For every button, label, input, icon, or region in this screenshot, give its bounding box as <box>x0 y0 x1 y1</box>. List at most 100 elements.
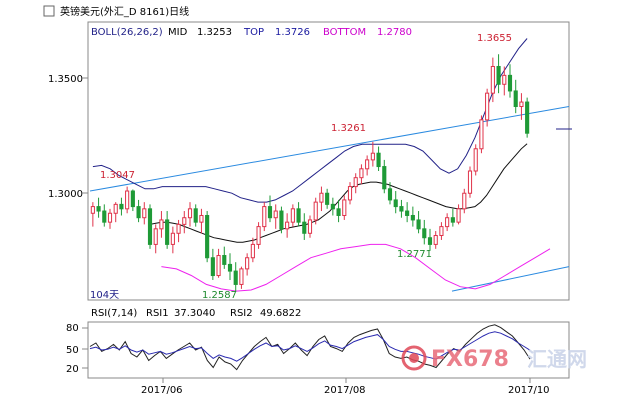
candle-body <box>302 221 307 234</box>
annotation-high-2: 1.3261 <box>331 123 366 134</box>
trend-line-upper <box>89 106 570 192</box>
boll-bottom-label: BOTTOM <box>323 27 366 38</box>
candlesticks <box>90 54 530 292</box>
trend-lines <box>89 106 570 292</box>
candle-body <box>245 257 250 270</box>
rsi1-label: RSI1 <box>146 308 169 319</box>
candle-body <box>353 177 358 188</box>
rsi-panel-frame <box>87 321 570 379</box>
candle-body <box>290 208 295 223</box>
candle-body <box>376 152 381 168</box>
candle-body <box>450 217 455 223</box>
candle-body <box>456 208 461 223</box>
rsi-y-tick-label: 50 <box>66 345 79 356</box>
candle-body <box>199 214 204 223</box>
trend-line-lower <box>451 266 570 292</box>
annotation-high-3: 1.3655 <box>477 33 512 44</box>
candle-body <box>107 212 113 223</box>
candle-body <box>153 228 158 245</box>
candle-body <box>319 192 324 203</box>
rsi-y-tick-label: 80 <box>66 323 79 334</box>
annotation-high-1: 1.3047 <box>100 170 135 181</box>
watermark: FX678 汇通网 <box>401 345 587 372</box>
x-tick-label: 2017/10 <box>508 385 550 396</box>
candle-body <box>490 65 495 94</box>
candle-body <box>365 159 370 170</box>
candle-body <box>136 206 141 219</box>
watermark-logo-dot-icon <box>409 353 419 363</box>
candle-body <box>433 235 438 245</box>
candle-body <box>347 186 353 201</box>
rsi-label: RSI(7,14) <box>91 308 137 319</box>
candle-body <box>125 190 130 210</box>
candle-body <box>205 214 210 259</box>
candle-body <box>159 219 164 230</box>
candle-body <box>513 90 518 108</box>
boll-bottom-line <box>161 243 551 292</box>
boll-mid-value: 1.3253 <box>197 27 232 38</box>
candle-body <box>467 170 473 194</box>
bollinger-bands <box>92 38 551 292</box>
rsi1-value: 37.3040 <box>174 308 215 319</box>
days-count-label: 104天 <box>90 290 119 301</box>
candle-body <box>216 255 221 277</box>
y-tick-label: 1.3000 <box>48 189 83 200</box>
candle-body <box>485 92 490 121</box>
candle-body <box>427 237 433 245</box>
candle-body <box>239 268 244 285</box>
rsi-lines <box>89 324 531 371</box>
candle-body <box>422 228 427 239</box>
candle-body <box>147 208 153 245</box>
instrument-title: 英镑美元(外汇_D 8161)日线 <box>60 5 189 18</box>
candle-body <box>170 232 175 245</box>
candle-body <box>519 101 524 108</box>
header-box-icon[interactable] <box>43 5 55 17</box>
candle-body <box>119 203 124 210</box>
candle-body <box>336 208 341 216</box>
candle-body <box>210 257 215 277</box>
candle-body <box>187 208 193 219</box>
candle-body <box>102 210 107 223</box>
candle-body <box>370 152 375 161</box>
candle-body <box>325 192 330 205</box>
candle-body <box>90 206 95 214</box>
candle-body <box>273 210 278 219</box>
candle-body <box>233 270 238 285</box>
candle-body <box>307 219 313 234</box>
candle-body <box>439 226 444 237</box>
candle-body <box>479 119 484 150</box>
candle-body <box>393 199 398 208</box>
candle-body <box>250 243 255 259</box>
candle-body <box>267 206 273 219</box>
candle-body <box>113 203 118 214</box>
candle-body <box>96 206 101 212</box>
boll-label: BOLL(26,26,2) <box>91 27 163 38</box>
candle-body <box>182 217 187 225</box>
candle-body <box>176 223 181 234</box>
candle-body <box>445 217 450 228</box>
boll-top-value: 1.3726 <box>275 27 310 38</box>
annotation-low-2: 1.2587 <box>202 290 237 301</box>
annotation-low-1: 1.2771 <box>397 249 432 260</box>
candle-body <box>405 210 410 216</box>
rsi2-label: RSI2 <box>230 308 253 319</box>
candle-body <box>342 199 347 216</box>
candle-body <box>387 188 393 201</box>
candle-body <box>462 192 467 210</box>
boll-mid-label: MID <box>168 27 188 38</box>
candle-body <box>496 65 501 85</box>
candle-body <box>473 148 478 172</box>
candle-body <box>227 263 233 272</box>
candle-body <box>330 203 335 210</box>
candle-body <box>285 221 290 230</box>
candle-body <box>410 214 415 221</box>
candle-body <box>416 219 421 230</box>
boll-top-line <box>92 38 528 203</box>
candle-body <box>296 208 301 223</box>
watermark-cn-text: 汇通网 <box>527 347 587 371</box>
boll-top-label: TOP <box>243 27 264 38</box>
candle-body <box>382 166 387 190</box>
candle-body <box>256 226 261 245</box>
price-panel-frame <box>87 21 570 301</box>
